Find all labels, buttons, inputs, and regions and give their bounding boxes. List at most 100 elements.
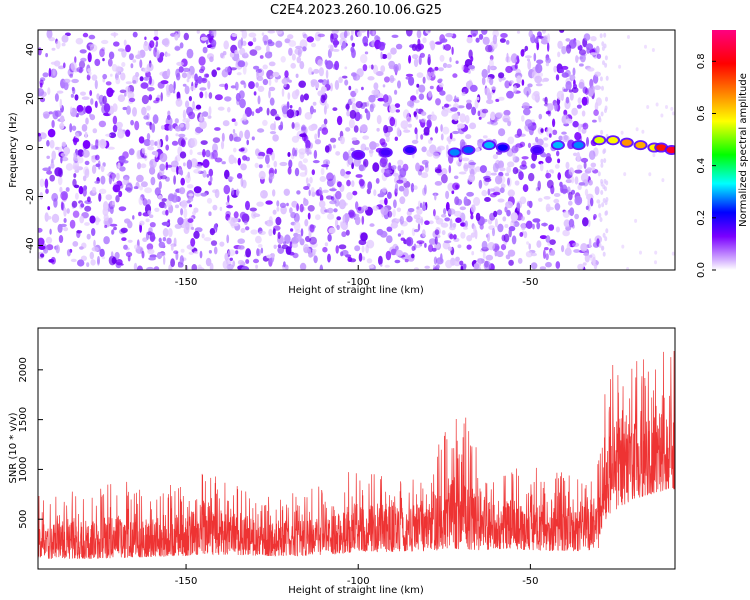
noise-blob [379,138,386,146]
noise-blob [313,68,320,74]
noise-blob [146,243,154,251]
noise-blob [265,200,273,205]
noise-blob [410,182,415,193]
noise-blob [170,244,174,251]
noise-blob [179,42,184,49]
noise-blob [475,166,481,172]
noise-blob [86,262,90,267]
noise-blob [468,65,475,70]
noise-blob [236,72,242,76]
noise-blob [268,172,275,180]
noise-blob [154,207,160,212]
noise-blob [174,204,180,209]
noise-blob [574,195,583,206]
noise-blob [397,233,401,237]
noise-blob [517,257,523,264]
noise-blob [81,124,88,132]
noise-blob [281,78,287,85]
noise-blob [354,88,359,94]
ridge-point [497,144,508,151]
ridge-point [380,149,391,156]
noise-blob [422,204,427,212]
noise-blob [279,202,287,208]
noise-blob [258,106,263,112]
noise-blob [125,44,131,53]
noise-blob [239,211,247,220]
noise-blob [565,118,573,124]
noise-blob [528,172,535,182]
noise-blob [143,115,149,120]
noise-blob [531,71,537,79]
x-tick-label: -50 [522,576,538,587]
noise-blob [568,89,573,93]
noise-blob [165,161,169,171]
noise-blob [440,38,448,43]
noise-blob [478,33,484,40]
noise-blob [318,186,323,195]
noise-blob [235,92,241,102]
noise-blob [415,108,419,113]
noise-blob [222,120,230,127]
noise-blob [602,60,605,66]
noise-blob [635,127,639,132]
noise-blob [112,124,118,133]
noise-blob [447,208,456,215]
y-tick-label: 1000 [18,457,29,482]
noise-blob [272,71,280,77]
noise-blob [72,137,80,143]
noise-blob [224,252,229,261]
noise-blob [208,211,212,216]
noise-blob [327,213,335,220]
noise-blob [80,203,85,208]
noise-blob [112,184,121,193]
noise-blob [492,227,495,237]
noise-blob [132,31,138,38]
noise-blob [176,72,181,81]
snr-y-label: SNR (10 * v/v) [8,412,19,483]
noise-blob [296,56,302,64]
noise-blob [337,181,342,188]
noise-blob [393,63,399,73]
noise-blob [397,80,401,89]
noise-blob [268,78,272,86]
noise-blob [63,227,69,232]
noise-blob [71,78,79,84]
noise-blob [112,173,115,182]
noise-blob [128,148,135,156]
noise-blob [416,30,422,39]
noise-blob [427,53,431,62]
noise-blob [598,203,601,209]
noise-blob [38,237,45,246]
noise-blob [214,127,221,131]
noise-blob [519,232,524,237]
noise-blob [536,221,541,230]
noise-blob [541,79,545,83]
noise-blob [286,202,289,207]
noise-blob [179,123,184,128]
noise-blob [495,98,500,102]
noise-blob [155,40,159,48]
noise-blob [291,242,299,248]
noise-blob [397,164,402,172]
noise-blob [604,62,608,68]
noise-blob [57,176,63,186]
noise-blob [108,217,113,225]
noise-blob [148,256,156,261]
noise-blob [433,256,438,265]
noise-blob [473,263,480,270]
noise-blob [38,245,46,251]
noise-blob [449,56,452,63]
noise-blob [453,260,461,267]
noise-blob [523,231,528,239]
noise-blob [240,147,245,152]
noise-blob [442,126,450,135]
noise-blob [527,60,532,70]
noise-blob [202,149,206,158]
noise-blob [48,37,55,42]
noise-blob [488,66,495,70]
noise-blob [123,39,127,46]
noise-blob [65,163,74,171]
noise-blob [494,175,503,185]
noise-blob [583,161,587,169]
noise-blob [190,137,198,147]
